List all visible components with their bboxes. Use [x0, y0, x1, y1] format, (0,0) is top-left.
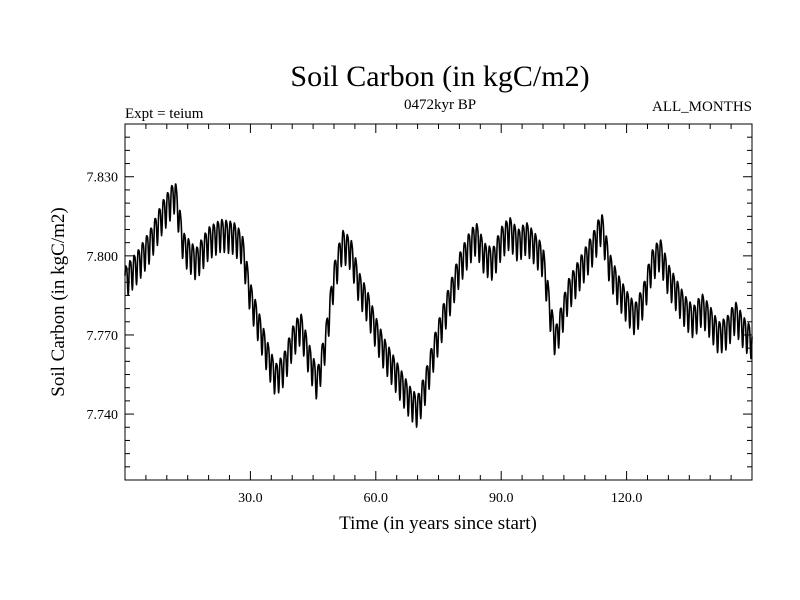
- x-axis-label: Time (in years since start): [339, 513, 537, 534]
- x-tick-label: 30.0: [238, 491, 263, 506]
- y-axis-label: Soil Carbon (in kgC/m2): [48, 207, 69, 396]
- y-tick-label: 7.800: [87, 250, 119, 265]
- soil-carbon-series-line: [124, 183, 753, 428]
- chart-title: Soil Carbon (in kgC/m2): [290, 60, 589, 93]
- months-label: ALL_MONTHS: [652, 99, 752, 115]
- y-axis: 7.740 7.770 7.800 7.830: [87, 123, 752, 481]
- series-layer: [124, 183, 753, 428]
- chart-subtitle: 0472kyr BP: [404, 97, 476, 113]
- y-tick-label: 7.740: [87, 408, 119, 423]
- x-tick-label: 120.0: [611, 491, 643, 506]
- x-tick-label: 60.0: [364, 491, 389, 506]
- plot-frame: [124, 123, 753, 481]
- x-axis: 30.0 60.0 90.0 120.0: [145, 124, 732, 506]
- y-tick-label: 7.830: [87, 171, 119, 186]
- y-tick-label: 7.770: [87, 329, 119, 344]
- experiment-label: Expt = teium: [125, 106, 204, 122]
- x-tick-label: 90.0: [489, 491, 514, 506]
